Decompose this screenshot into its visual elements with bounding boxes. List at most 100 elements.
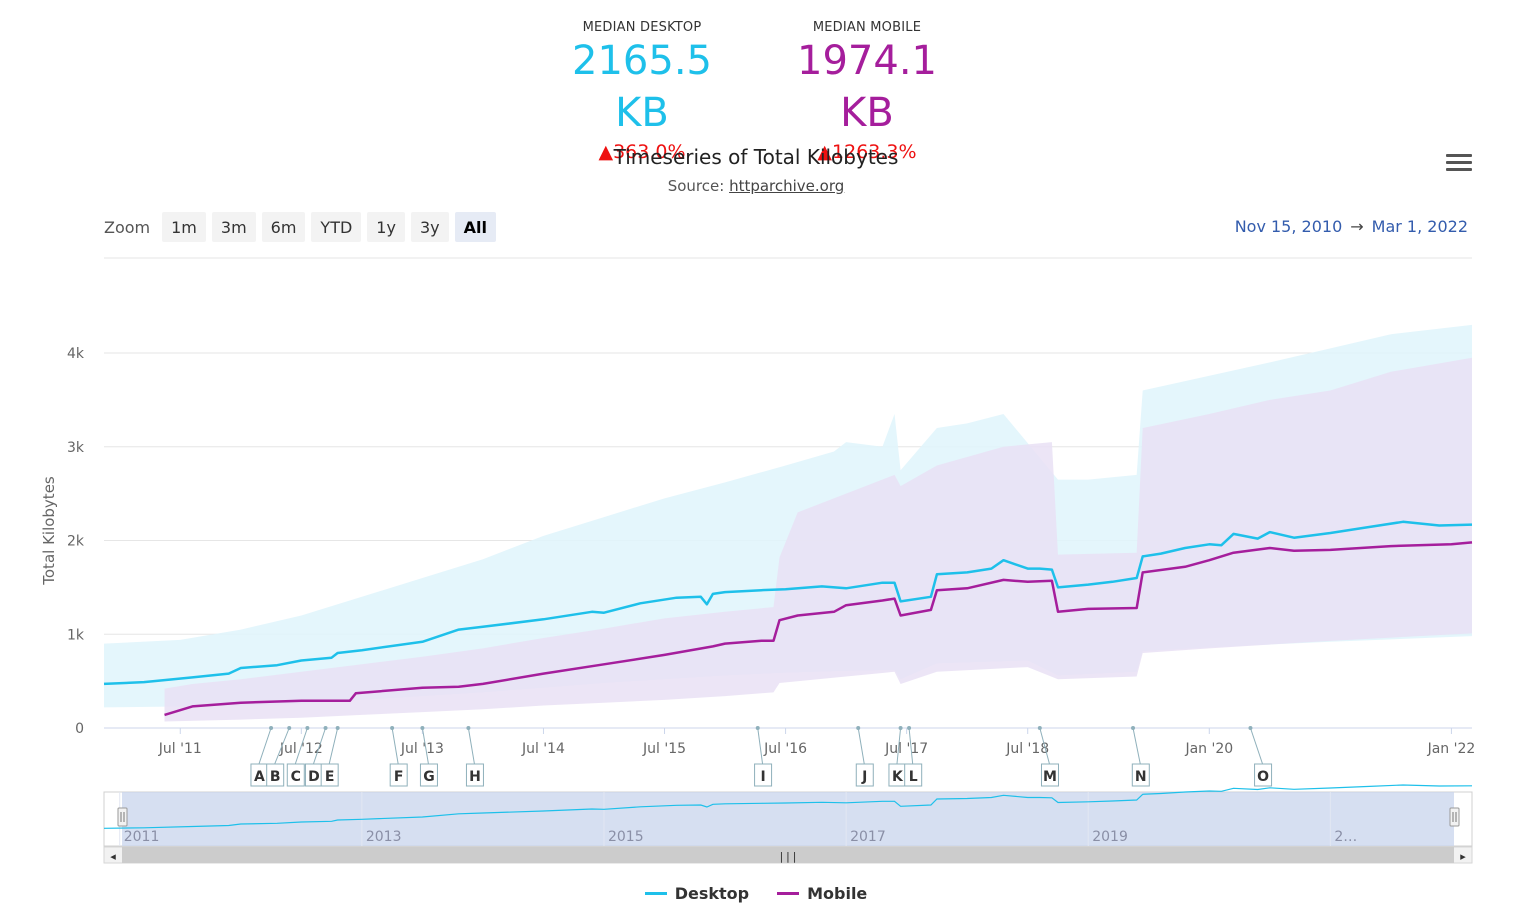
source-prefix: Source: [667,177,725,195]
y-axis-title: Total Kilobytes [40,476,58,586]
annotation-stem [1132,727,1141,765]
median-mobile-value: 1974.1 KB [797,38,937,136]
annotation-label-e: E [325,769,335,785]
median-desktop-stat: MEDIAN DESKTOP 2165.5 KB ▲363.0% [542,20,742,163]
annotation-label-m: M [1043,769,1057,785]
annotation-label-h: H [469,769,481,785]
annotation-label-i: I [760,769,765,785]
annotation-flag [855,763,874,787]
navigator-left-handle[interactable] [117,807,128,827]
legend-swatch-mobile [777,892,800,895]
navigator-year-label: 2011 [124,829,160,845]
annotation-flag [266,763,285,787]
y-tick-label: 2k [67,534,85,550]
zoom-controls: Zoom 1m 3m 6m YTD 1y 3y All [104,212,496,242]
x-tick-label: Jan '22 [1427,741,1476,757]
navigator-selection [122,792,1454,846]
x-tick-label: Jul '18 [1005,741,1049,757]
annotation-stem [908,727,914,765]
date-range: Nov 15, 2010 → Mar 1, 2022 [1210,217,1468,236]
zoom-button-1m[interactable]: 1m [162,212,206,242]
median-mobile-label: MEDIAN MOBILE [812,20,922,35]
annotation-stem [274,727,290,765]
median-desktop-change: ▲363.0% [542,141,742,163]
legend-label-mobile: Mobile [807,884,868,903]
median-desktop-change-value: 363.0% [613,141,686,163]
x-tick-label: Jul '17 [884,741,928,757]
zoom-button-all[interactable]: All [454,212,496,242]
annotation-flag [904,763,923,787]
navigator-year-label: 2017 [850,829,886,845]
y-tick-label: 4k [67,346,85,362]
scrollbar-grip-icon: ||| [778,850,798,863]
navigator-series-line [103,784,1473,829]
annotation-flag [286,763,305,787]
annotation-label-c: C [291,769,301,785]
legend: Desktop Mobile [0,884,1512,903]
annotation-stem [857,727,865,765]
median-desktop-value: 2165.5 KB [572,38,712,136]
annotation-stem [294,727,308,765]
x-tick-label: Jul '14 [521,741,565,757]
annotation-stem [421,727,429,765]
median-mobile-change-value: 1263.3% [832,141,917,163]
annotation-stem [312,727,327,765]
range-from[interactable]: Nov 15, 2010 [1234,217,1343,236]
annotation-label-n: N [1135,769,1147,785]
legend-item-mobile[interactable]: Mobile [777,884,867,903]
annotation-stem [467,727,475,765]
x-tick-label: Jan '20 [1184,741,1233,757]
annotation-label-f: F [394,769,404,785]
navigator-year-label: 2… [1334,829,1357,845]
annotation-flag [754,763,773,787]
zoom-button-ytd[interactable]: YTD [311,212,362,242]
annotation-flag [320,763,339,787]
annotation-label-o: O [1257,769,1269,785]
x-tick-label: Jul '16 [763,741,807,757]
annotation-stem [391,727,399,765]
x-tick-label: Jul '11 [158,741,202,757]
scrollbar: ||| ◂ ▸ [103,846,1473,864]
zoom-button-1y[interactable]: 1y [367,212,405,242]
legend-item-desktop[interactable]: Desktop [644,884,750,903]
median-mobile-stat: MEDIAN MOBILE 1974.1 KB ▲1263.3% [767,20,967,163]
annotation-flag [465,763,484,787]
annotation-stem [757,727,764,765]
series-line-desktop [103,520,1473,686]
navigator-year-label: 2019 [1092,829,1128,845]
up-arrow-icon: ▲ [598,141,614,163]
zoom-button-3m[interactable]: 3m [211,212,256,242]
annotation-stem [1039,727,1050,765]
scroll-right-arrow-icon[interactable]: ▸ [1460,850,1466,863]
zoom-label: Zoom [104,217,151,237]
annotation-stem [896,727,902,765]
median-desktop-label: MEDIAN DESKTOP [582,20,702,35]
navigator-right-handle[interactable] [1449,807,1460,827]
range-arrow-icon: → [1350,217,1364,236]
hamburger-menu-icon[interactable] [1446,154,1472,176]
band-mobile-range [164,357,1472,722]
navigator-year-label: 2013 [366,829,402,845]
legend-label-desktop: Desktop [674,884,750,903]
chart-subtitle: Source: httparchive.org [0,177,1512,195]
annotation-flag [1131,763,1150,787]
range-to[interactable]: Mar 1, 2022 [1371,217,1468,236]
navigator: 2011 2013 2015 2017 2019 2… [103,784,1473,847]
series-line-mobile [164,541,1473,717]
annotation-label-g: G [423,769,435,785]
scroll-left-arrow-icon[interactable]: ◂ [110,850,116,863]
zoom-button-3y[interactable]: 3y [410,212,449,242]
legend-swatch-desktop [644,892,667,895]
median-mobile-change: ▲1263.3% [767,141,967,163]
scrollbar-thumb[interactable] [122,847,1454,863]
navigator-year-label: 2015 [608,829,644,845]
annotation-stem [1249,727,1264,765]
y-tick-label: 3k [67,440,85,456]
annotation-label-a: A [254,769,265,785]
chart-title: Timeseries of Total Kilobytes [613,145,899,169]
zoom-button-6m[interactable]: 6m [261,212,306,242]
y-tick-label: 0 [75,721,84,737]
source-link[interactable]: httparchive.org [729,177,845,195]
annotation-label-b: B [270,769,281,785]
